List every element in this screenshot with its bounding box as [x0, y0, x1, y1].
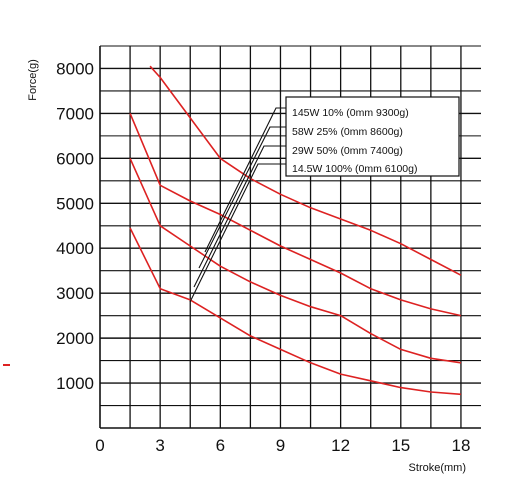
legend-entry-2: 58W 25% (0mm 8600g) — [292, 126, 403, 138]
axes — [99, 46, 481, 429]
x-tick-label: 6 — [216, 436, 225, 455]
x-tick-label: 0 — [95, 436, 104, 455]
y-tick-label: 1000 — [56, 374, 94, 393]
x-tick-label: 18 — [451, 436, 470, 455]
series-lines — [129, 65, 462, 396]
y-tick-label: 4000 — [56, 239, 94, 258]
y-axis-label: Force(g) — [27, 59, 39, 101]
legend-leader-4 — [189, 163, 292, 303]
series-line-3 — [129, 158, 462, 364]
x-axis-label: Stroke(mm) — [409, 462, 466, 474]
legend: 145W 10% (0mm 9300g) 58W 25% (0mm 8600g) 2… — [285, 96, 460, 177]
x-tick-label: 3 — [155, 436, 164, 455]
legend-box — [285, 96, 460, 177]
tick-labels: 1000 2000 3000 4000 5000 6000 7000 8000 0 3 6 9 12 15… — [56, 59, 470, 455]
y-tick-label: 5000 — [56, 194, 94, 213]
legend-entry-3: 29W 50% (0mm 7400g) — [292, 145, 403, 157]
x-tick-label: 15 — [391, 436, 410, 455]
series-line-1 — [149, 65, 462, 276]
y-tick-label: 2000 — [56, 329, 94, 348]
legend-entry-1: 145W 10% (0mm 9300g) — [292, 107, 409, 119]
y-tick-label: 8000 — [56, 59, 94, 78]
series-line-4 — [129, 227, 461, 396]
series-line-2 — [129, 113, 462, 317]
x-tick-label: 12 — [331, 436, 350, 455]
x-tick-label: 9 — [276, 436, 285, 455]
legend-leader-lines — [189, 107, 292, 303]
y-tick-label: 3000 — [56, 284, 94, 303]
y-tick-label: 7000 — [56, 104, 94, 123]
legend-leader-2 — [198, 126, 292, 269]
legend-entry-4: 14.5W 100% (0mm 6100g) — [292, 163, 417, 175]
legend-leader-3 — [193, 145, 292, 288]
y-tick-label: 6000 — [56, 149, 94, 168]
stray-red-mark — [3, 364, 10, 366]
